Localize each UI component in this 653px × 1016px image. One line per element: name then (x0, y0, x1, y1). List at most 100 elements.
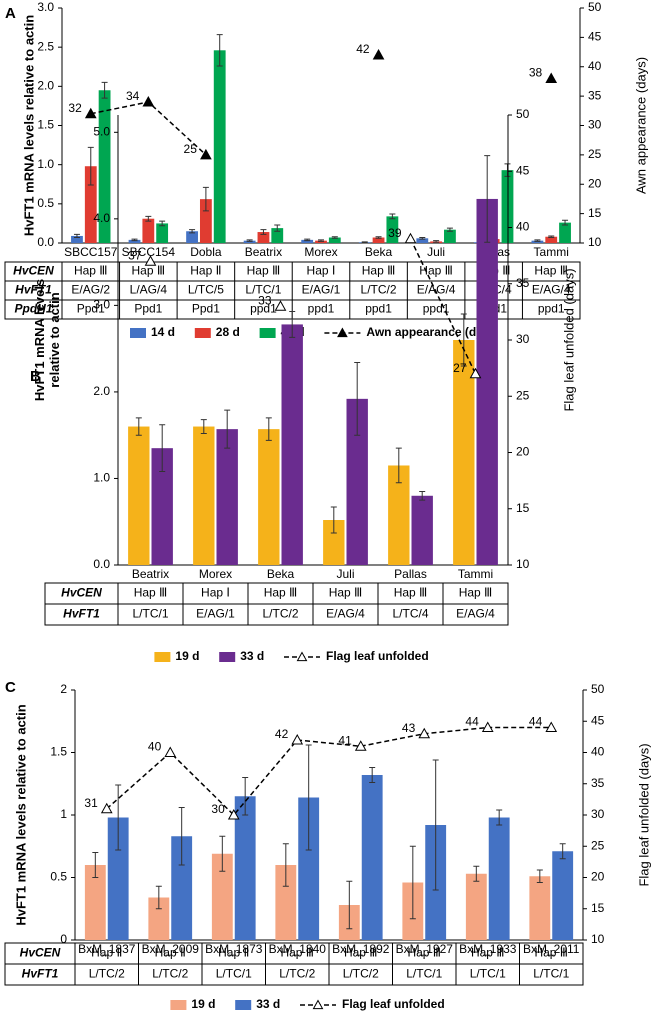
y-axis-label: HvFT1 mRNA levels relative to actin (13, 704, 28, 925)
y-tick-label: 1.0 (37, 157, 54, 171)
y2-tick-label: 35 (591, 776, 605, 790)
marker (545, 72, 558, 83)
error-bar (318, 239, 324, 242)
table-row-label: HvCEN (13, 264, 54, 278)
y-axis-label: HvFT1 mRNA levels relative to actin (21, 15, 36, 236)
table-cell: Hap Ⅲ (247, 264, 281, 278)
x-tick-label: Morex (199, 567, 232, 581)
bar (388, 465, 410, 565)
marker (200, 148, 212, 160)
legend-swatch (170, 1000, 187, 1010)
table-cell: Hap Ⅱ (91, 946, 122, 960)
legend-label: Flag leaf unfolded (342, 997, 445, 1011)
legend-swatch (219, 652, 236, 662)
error-bar (274, 224, 281, 232)
marker (481, 721, 494, 732)
error-bar (395, 447, 402, 484)
y-tick-label: 4.0 (93, 211, 110, 225)
legend-label: 19 d (191, 997, 215, 1011)
error-bar (534, 239, 541, 242)
panel-label: A (5, 5, 16, 22)
error-bar (304, 238, 311, 242)
table-cell: Ppd1 (77, 302, 105, 316)
error-bar (536, 869, 543, 883)
bar (328, 237, 341, 243)
marker (545, 721, 558, 732)
error-bar (265, 417, 272, 441)
table-cell: E/AG/1 (196, 607, 235, 621)
y2-tick-label: 25 (588, 147, 602, 161)
legend-swatch (154, 652, 171, 662)
y2-tick-label: 35 (516, 276, 530, 290)
marker (354, 740, 367, 751)
table-cell: E/AG/4 (532, 283, 571, 297)
data-label: 43 (402, 721, 416, 735)
y2-tick-label: 45 (516, 163, 530, 177)
x-tick-label: Pallas (394, 567, 427, 581)
error-bar (504, 163, 511, 177)
error-bar (216, 34, 223, 67)
error-bar (433, 240, 440, 243)
table-cell: L/TC/4 (392, 607, 428, 621)
data-label: 37 (128, 248, 142, 262)
bar (386, 216, 399, 243)
legend-marker (337, 327, 348, 338)
error-bar (178, 807, 185, 866)
table-cell: E/AG/2 (71, 283, 110, 297)
table-cell: L/TC/1 (132, 607, 168, 621)
error-bar (446, 227, 453, 232)
error-bar (189, 229, 196, 234)
table-row-label: HvFT1 (15, 283, 52, 297)
error-bar (361, 241, 368, 244)
error-bar (87, 146, 94, 186)
table-row-label: PpdH1 (14, 302, 52, 316)
bar (372, 237, 385, 243)
error-bar (473, 865, 480, 882)
error-bar (115, 784, 122, 851)
data-label: 25 (184, 142, 198, 156)
data-label: 42 (275, 727, 289, 741)
marker (418, 727, 431, 739)
bar (171, 836, 193, 940)
x-tick-label: Juli (427, 245, 445, 259)
x-tick-label: BxM_2009 (142, 942, 200, 956)
bar (199, 199, 212, 243)
table-cell: E/AG/4 (417, 283, 456, 297)
y2-tick-label: 50 (588, 0, 602, 14)
bar (465, 873, 487, 940)
panel-label: C (5, 679, 16, 696)
x-tick-label: BxM_1840 (269, 942, 327, 956)
table-cell: Hap Ⅱ (155, 946, 186, 960)
error-bar (389, 213, 396, 220)
bar (234, 796, 256, 940)
table-row-label: HvCEN (61, 586, 102, 600)
legend-swatch (235, 1000, 252, 1010)
y2-tick-label: 30 (588, 118, 602, 132)
bar (258, 429, 280, 565)
bar (156, 223, 169, 243)
y-tick-label: 2.5 (37, 39, 54, 53)
y2-tick-label: 45 (588, 30, 602, 44)
x-tick-label: Beka (365, 245, 393, 259)
table-cell: Hap Ⅲ (471, 946, 505, 960)
y-tick-label: 1 (60, 807, 67, 821)
legend-swatch (259, 328, 276, 338)
table-cell: L/TC/5 (188, 283, 224, 297)
bar (444, 229, 456, 243)
table-cell: Hap Ⅲ (280, 946, 314, 960)
x-tick-label: Beka (267, 567, 295, 581)
error-bar (282, 843, 289, 887)
y-tick-label: 1.5 (37, 118, 54, 132)
error-bar (73, 233, 80, 239)
bar (488, 817, 510, 940)
y-tick-label: 0.5 (37, 196, 54, 210)
legend-marker (296, 651, 308, 662)
table-cell: L/TC/1 (245, 283, 281, 297)
data-label: 34 (126, 89, 140, 103)
error-bar (419, 490, 426, 501)
bar (545, 236, 558, 243)
x-tick-label: Dobla (190, 245, 222, 259)
error-bar (135, 417, 142, 436)
y-tick-label: 3.0 (93, 298, 110, 312)
bar (151, 448, 173, 565)
